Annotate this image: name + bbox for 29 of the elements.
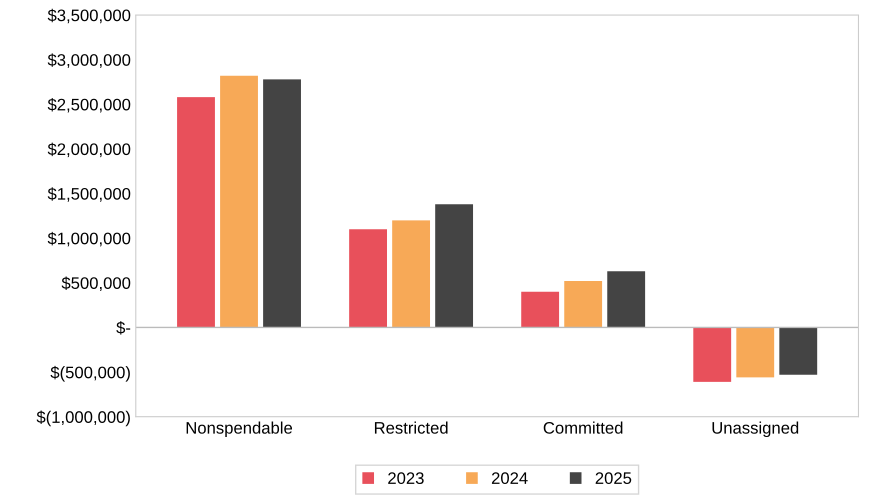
y-tick-label: $2,500,000: [48, 98, 130, 112]
legend-label: 2025: [596, 472, 632, 484]
bar: [349, 229, 388, 328]
bar: [392, 220, 430, 328]
bar: [564, 281, 602, 328]
bar: [521, 292, 560, 328]
bar: [220, 76, 258, 328]
bar: [779, 327, 818, 375]
y-tick-label: $(500,000): [50, 366, 130, 382]
y-tick-label: $2,000,000: [48, 142, 130, 158]
y-tick-label: $3,500,000: [48, 8, 130, 24]
bar: [435, 204, 474, 328]
x-tick-label: Nonspendable: [186, 422, 292, 438]
bar: [263, 79, 301, 328]
bar: [736, 327, 774, 378]
y-tick-label: $3,000,000: [48, 53, 130, 68]
x-tick-label: Committed: [544, 422, 622, 434]
y-tick-label: $(1,000,000): [36, 410, 130, 426]
y-tick-label: $1,500,000: [48, 187, 130, 202]
legend-label: 2023: [388, 472, 424, 484]
bar: [607, 271, 646, 328]
x-tick-label: Unassigned: [712, 422, 798, 438]
y-tick-label: $1,000,000: [48, 232, 130, 246]
x-tick-label: Restricted: [374, 422, 448, 434]
legend-label: 2024: [492, 472, 528, 484]
bar: [177, 97, 215, 328]
bar: [693, 327, 732, 382]
y-tick-label: $-: [116, 321, 130, 335]
y-tick-label: $500,000: [62, 276, 130, 291]
